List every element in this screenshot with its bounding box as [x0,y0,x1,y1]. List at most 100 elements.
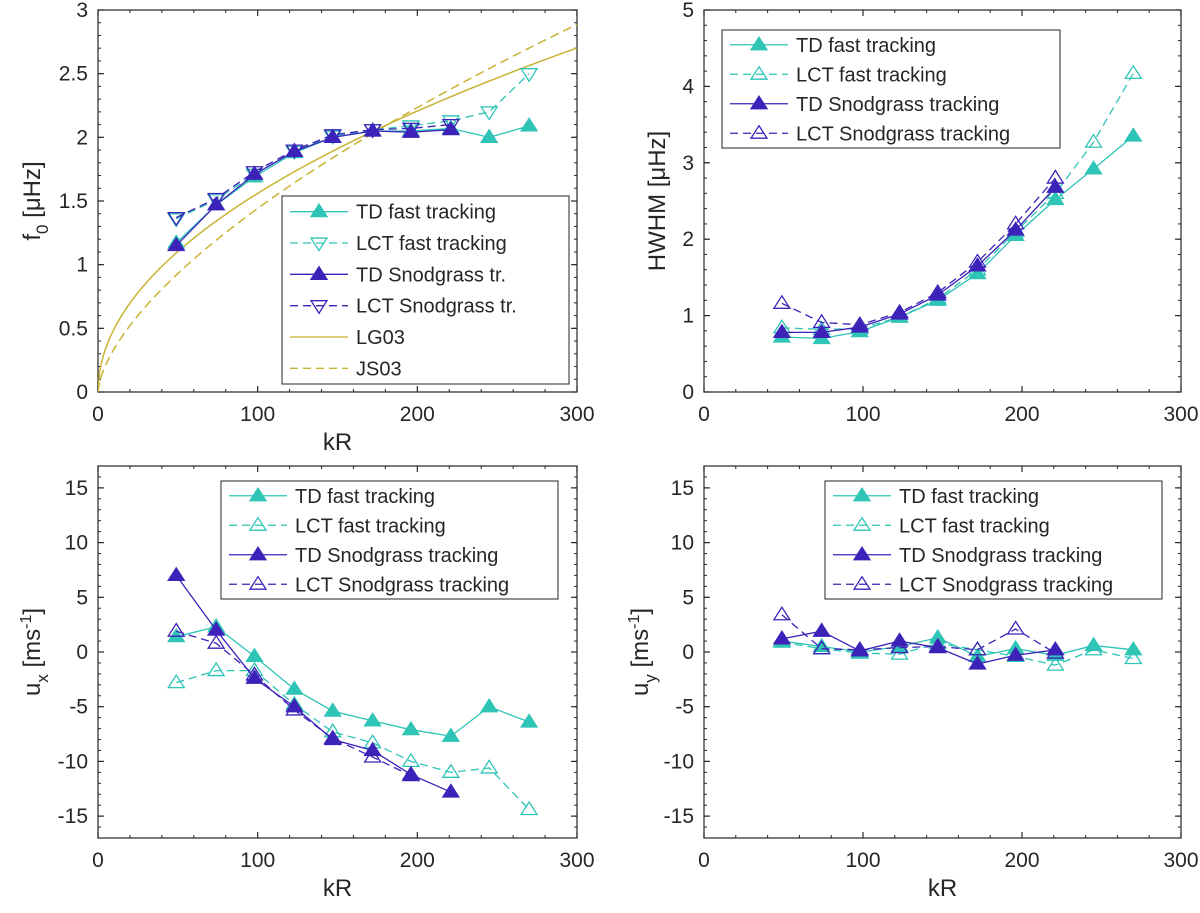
legend-label: TD fast tracking [295,486,435,508]
data-point-lct-snodgrass-tracking [1046,644,1065,659]
y-label-sub: 0 [33,225,52,234]
x-tick-label: 0 [92,403,104,426]
legend-box [281,195,570,385]
legend: TD fast tracking LCT fast tracking TD Snod… [721,29,1061,149]
y-tick-label: 1 [76,254,88,277]
axes-box [703,9,1182,393]
data-point-lct-snodgrass-tr [167,211,186,227]
legend-label: LCT Snodgrass tracking [796,123,1010,145]
data-point-lct-snodgrass-tracking [968,641,987,656]
data-point-lct-fast-tracking [1124,649,1143,665]
data-point-lct-snodgrass-tracking [1006,620,1025,635]
series-line-td-snodgrass-tracking [175,575,452,793]
series-line-td-fast-tracking [781,637,1134,658]
x-tick-label: 300 [1163,849,1198,872]
data-point-td-snodgrass-tracking [167,566,186,582]
legend-entry-td-fast-tracking: TD fast tracking [833,486,1039,508]
data-point-lct-fast-tracking [401,752,421,768]
legend-label: TD Snodgrass tracking [295,545,498,567]
y-tick-label: 5 [76,586,88,609]
legend-box [220,480,559,600]
data-point-lct-snodgrass-tracking [772,294,792,309]
data-point-lct-snodgrass-tr [441,118,461,134]
legend-entry-lct-snodgrass-tracking: LCT Snodgrass tracking [833,574,1113,596]
y-tick-label: -15 [58,805,88,828]
legend-marker [248,575,268,590]
series-line-td-snodgrass-tracking [781,186,1056,334]
legend-entry-lct-snodgrass-tr: LCT Snodgrass tr. [290,296,517,318]
y-tick-label: 10 [671,532,694,555]
data-point-td-fast-tracking [1124,641,1143,656]
data-point-lct-snodgrass-tracking [812,313,831,329]
legend-label: TD fast tracking [796,35,936,57]
legend-label: TD Snodgrass tracking [796,94,999,116]
legend-entry-lct-fast-tracking: LCT fast tracking [730,64,947,86]
plot-area [772,64,1143,345]
legend: TD fast tracking LCT fast tracking TD Snod… [824,480,1163,600]
data-point-lct-fast-tracking [167,213,186,228]
data-point-td-fast-tracking [401,720,421,736]
y-tick-label: 2 [76,126,88,149]
data-point-td-fast-tracking [323,702,342,717]
legend-entry-td-fast-tracking: TD fast tracking [229,486,435,508]
y-label-sup: -1 [18,615,35,629]
data-point-td-snodgrass-tracking [441,783,461,798]
legend-marker [309,265,329,280]
data-point-lct-snodgrass-tr [363,124,382,139]
legend-entry-js03: JS03 [290,358,402,380]
data-point-lct-fast-tracking [441,115,461,130]
y-label-main: u [627,683,654,696]
legend-marker [749,124,769,139]
plot-area [772,605,1143,671]
x-tick-label: 300 [559,849,594,872]
data-point-td-snodgrass-tracking [1046,178,1065,193]
data-point-td-snodgrass-tr [167,236,186,252]
series-line-td-fast-tracking [781,135,1134,340]
data-point-td-fast-tracking [441,727,461,742]
data-point-td-fast-tracking [479,697,499,713]
y-tick-label: 2.5 [59,63,88,86]
legend-marker [852,486,872,502]
x-tick-label: 0 [698,849,710,872]
data-point-td-fast-tracking [245,647,264,662]
legend-label: TD fast tracking [899,486,1039,508]
legend-entry-td-fast-tracking: TD fast tracking [290,202,496,224]
data-point-lct-snodgrass-tracking [928,283,947,299]
legend-label: TD fast tracking [356,202,496,224]
legend-label: LCT Snodgrass tr. [356,296,517,318]
chart-ux: 0 100 200 300 -15 -10 -5 0 5 10 15 kR ux [ms-1] TD fa… [18,465,595,902]
series-line-lct-fast-tracking [176,669,530,811]
data-point-lct-snodgrass-tracking [323,729,342,745]
data-point-lct-fast-tracking [519,800,539,816]
data-point-td-fast-tracking [1124,127,1143,142]
curve-lg03 [98,47,577,392]
y-tick-label: -5 [69,696,88,719]
legend-marker [248,545,268,561]
y-tick-label: 10 [65,532,88,555]
y-tick-label: 0 [76,381,88,404]
data-point-td-fast-tracking [1084,160,1103,175]
series-line-lct-fast-tracking [781,641,1134,666]
data-point-td-snodgrass-tracking [812,323,831,339]
data-point-td-snodgrass-tracking [1046,641,1065,656]
x-tick-label: 300 [1163,403,1198,426]
y-label-sub: y [641,674,660,683]
legend-box [721,29,1061,149]
legend-entry-lct-fast-tracking: LCT fast tracking [833,515,1050,537]
x-tick-label: 0 [92,849,104,872]
x-tick-label: 100 [845,403,880,426]
data-point-td-snodgrass-tracking [928,286,947,301]
data-point-lct-snodgrass-tracking [890,638,909,654]
data-point-td-snodgrass-tracking [772,630,792,645]
data-point-lct-fast-tracking [479,106,499,121]
series-line-lct-fast-tracking [781,73,1134,331]
y-tick-label: 0 [682,641,694,664]
plot-area [98,23,577,392]
y-tick-label: 3 [76,0,88,22]
data-point-td-fast-tracking [519,117,539,132]
data-point-td-fast-tracking [479,128,499,143]
x-tick-label: 200 [1004,849,1039,872]
legend-marker [852,516,872,531]
legend-entry-td-snodgrass-tr: TD Snodgrass tr. [290,264,506,286]
